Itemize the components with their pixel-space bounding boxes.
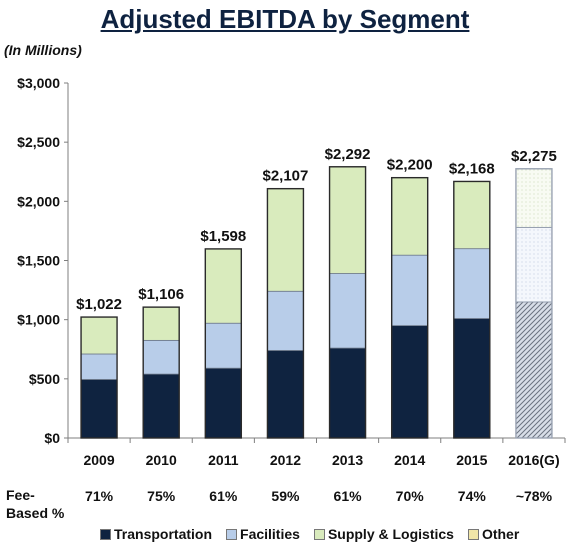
bar-segment-transportation (453, 318, 491, 439)
legend-swatch (100, 528, 111, 540)
x-tick-label: 2015 (456, 452, 487, 468)
bar-outline (515, 168, 553, 439)
x-tick-label: 2014 (394, 452, 425, 468)
bar-segment-transportation (391, 325, 429, 439)
bar-segment-facilities (453, 248, 491, 319)
fee-based-value: 70% (396, 488, 425, 504)
bar-segment-transportation (515, 301, 553, 439)
bar-segment-transportation (80, 379, 118, 439)
bar-outline (80, 316, 118, 439)
bar-segment-supply_logistics (267, 188, 304, 292)
bar-outline (266, 187, 305, 439)
legend-label: Supply & Logistics (327, 526, 454, 542)
legend-swatch (313, 528, 325, 540)
fee-based-value: 59% (271, 488, 300, 504)
fee-based-label-text: Fee- Based % (6, 487, 65, 521)
y-tick-label: $2,500 (17, 134, 60, 150)
legend-swatch (467, 528, 479, 540)
legend-item-transportation: Transportation (100, 526, 212, 542)
bar-total-label: $1,106 (138, 286, 184, 303)
bar-total-label: $1,598 (200, 228, 246, 245)
bar-segment-facilities (515, 226, 553, 303)
bar-segment-facilities (329, 273, 366, 349)
y-tick-label: $1,500 (17, 253, 60, 269)
bar-total-label: $2,107 (262, 168, 308, 185)
bar-segment-supply_logistics (80, 316, 118, 355)
legend-label: Transportation (114, 526, 213, 542)
x-tick-label: 2009 (83, 452, 114, 468)
bar-segment-facilities (80, 353, 118, 380)
bar-total-label: $2,275 (511, 148, 557, 165)
fee-based-value: 74% (458, 488, 487, 504)
legend-item-other: Other (467, 526, 520, 542)
bar-segment-transportation (267, 350, 304, 439)
bar-segment-facilities (142, 339, 180, 375)
chart-title: Adjusted EBITDA by Segment (100, 4, 470, 34)
bar-total-label: $2,200 (387, 157, 433, 174)
y-tick-label: $2,000 (17, 193, 60, 209)
bar-outline (142, 306, 180, 439)
fee-based-label: Fee- Based % (6, 486, 64, 522)
bar-total-label: $2,292 (325, 146, 371, 163)
fee-based-value: 61% (209, 488, 238, 504)
fee-based-value: 61% (334, 488, 363, 504)
x-tick-label: 2013 (332, 452, 363, 468)
y-tick-label: $1,000 (17, 312, 60, 328)
fee-based-value: ~78% (516, 488, 553, 504)
x-tick-label: 2012 (270, 452, 301, 468)
fee-based-value: 75% (147, 488, 176, 504)
y-tick-label: $3,000 (17, 75, 60, 91)
bar-segment-supply_logistics (391, 177, 429, 256)
bar-total-label: $2,168 (449, 160, 495, 177)
y-tick-label: $0 (44, 430, 60, 446)
bar-segment-supply_logistics (453, 181, 491, 250)
x-tick-label: 2010 (146, 452, 177, 468)
legend-swatch (226, 528, 238, 540)
y-tick-label: $500 (29, 371, 60, 387)
legend-item-supply_logistics: Supply & Logistics (313, 526, 454, 542)
x-tick-label: 2016(G) (508, 452, 559, 468)
legend-label: Other (481, 526, 520, 542)
bar-outline (204, 248, 243, 439)
bar-segment-facilities (391, 254, 429, 326)
units-label: (In Millions) (4, 42, 82, 58)
bar-segment-supply_logistics (515, 168, 553, 228)
bar-segment-facilities (204, 322, 242, 369)
bar-outline (328, 166, 367, 439)
bar-segment-supply_logistics (204, 248, 242, 324)
legend-label: Facilities (240, 526, 300, 542)
bar-segment-supply_logistics (329, 166, 366, 274)
bar-segment-transportation (142, 373, 180, 439)
bar-outline (453, 180, 491, 439)
fee-based-value: 71% (85, 488, 114, 504)
bar-segment-transportation (329, 347, 366, 439)
bar-outline (390, 176, 429, 439)
legend-item-facilities: Facilities (226, 526, 300, 542)
legend: Transportation Facilities Supply & Logisti… (100, 526, 519, 542)
bar-total-label: $1,022 (76, 296, 122, 313)
bar-segment-transportation (204, 367, 242, 439)
bar-segment-facilities (267, 290, 304, 351)
x-tick-label: 2011 (208, 452, 239, 468)
bar-segment-supply_logistics (142, 306, 180, 341)
